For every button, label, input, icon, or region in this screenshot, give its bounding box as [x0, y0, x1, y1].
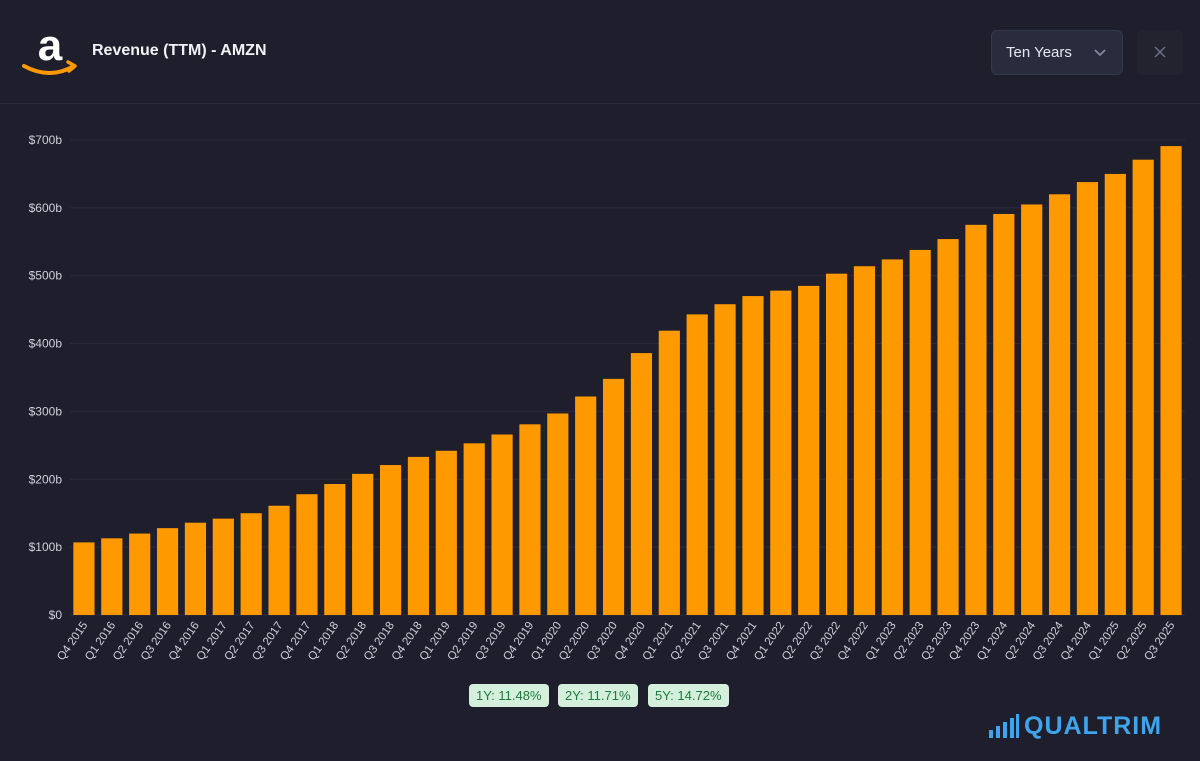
signal-bars-icon [989, 714, 1019, 738]
bar [1160, 146, 1182, 615]
bar [435, 450, 457, 615]
bar [129, 533, 151, 615]
bar [73, 542, 95, 615]
y-tick-label: $300b [29, 404, 63, 418]
bar [212, 518, 234, 615]
bar [770, 290, 792, 615]
bar [1104, 173, 1126, 615]
time-range-value: Ten Years [1006, 44, 1072, 61]
bar [602, 378, 625, 615]
bar [296, 494, 318, 615]
close-icon [1154, 46, 1166, 58]
chevron-down-icon [1094, 49, 1106, 57]
bar [909, 249, 931, 615]
bar [853, 266, 876, 615]
y-tick-label: $500b [29, 269, 63, 283]
bar [714, 304, 736, 615]
bar [630, 353, 653, 615]
bar [965, 224, 987, 616]
bar [1076, 182, 1099, 616]
time-range-select[interactable]: Ten Years [991, 30, 1123, 75]
svg-text:a: a [38, 24, 63, 70]
bar [324, 484, 346, 615]
brand-logo: QUALTRIM [988, 711, 1163, 740]
bar [658, 330, 680, 615]
growth-badge-2y: 2Y: 11.71% [558, 684, 638, 707]
revenue-bar-chart: $0$100b$200b$300b$400b$500b$600b$700bQ4 … [29, 133, 1185, 663]
close-button[interactable] [1137, 30, 1183, 75]
y-tick-label: $0 [49, 608, 63, 622]
bar [463, 443, 485, 615]
bar [268, 505, 290, 615]
bar [1132, 159, 1154, 615]
bar [352, 473, 374, 615]
growth-badge-5y: 5Y: 14.72% [648, 684, 729, 707]
bar [547, 413, 569, 615]
y-tick-label: $600b [29, 201, 63, 215]
bar [184, 522, 207, 615]
bar [937, 239, 959, 616]
bar [491, 434, 513, 615]
bar [407, 456, 430, 615]
bar [686, 314, 708, 615]
brand-name: QUALTRIM [1024, 711, 1163, 740]
chart-header: a Revenue (TTM) - AMZN Ten Years [0, 0, 1200, 104]
y-tick-label: $200b [29, 472, 63, 486]
bar [1048, 194, 1071, 615]
bar [881, 259, 903, 615]
chart-title: Revenue (TTM) - AMZN [92, 42, 267, 59]
y-tick-label: $400b [29, 337, 63, 351]
bar [379, 465, 402, 615]
bar [742, 296, 764, 615]
bar [101, 538, 123, 615]
bar [993, 213, 1015, 615]
bar [575, 396, 597, 615]
bar [798, 285, 820, 615]
amazon-logo-icon: a [22, 24, 77, 75]
bar [1021, 204, 1043, 615]
bar [825, 273, 848, 615]
bar [156, 528, 179, 615]
bar [240, 513, 262, 615]
y-tick-label: $100b [29, 540, 63, 554]
growth-badge-1y: 1Y: 11.48% [469, 684, 549, 707]
y-tick-label: $700b [29, 133, 63, 147]
bar [519, 424, 541, 615]
